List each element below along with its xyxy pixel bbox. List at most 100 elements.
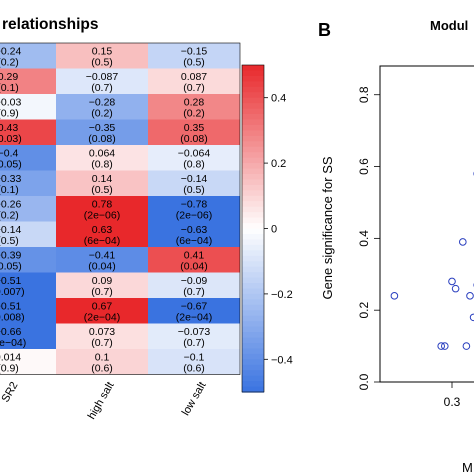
- heatmap-cell: [56, 247, 148, 273]
- heatmap-cell: [56, 196, 148, 222]
- cell-value: −0.087: [86, 71, 119, 83]
- cell-p-value: (0.05): [0, 159, 22, 171]
- cell-value: −0.09: [181, 275, 208, 287]
- heatmap-column-labels: SR2 high salt low salt: [0, 380, 209, 421]
- legend-swatch: [242, 146, 264, 153]
- scatter-points: [390, 171, 474, 350]
- cell-p-value: (6e−04): [176, 235, 212, 247]
- cell-p-value: (0.7): [91, 337, 113, 349]
- cell-value: −0.4: [0, 148, 19, 160]
- legend-swatch: [242, 353, 264, 360]
- color-legend: 0.4 0.2 0 −0.2 −0.4: [241, 64, 293, 393]
- heatmap-cell: [148, 247, 240, 273]
- heatmap-cell: [0, 196, 56, 222]
- cell-p-value: (0.08): [88, 133, 115, 145]
- legend-swatch: [242, 315, 264, 322]
- panel-b-letter: B: [318, 20, 331, 40]
- cell-p-value: (0.8): [91, 159, 113, 171]
- cell-p-value: (0.5): [91, 184, 113, 196]
- panel-a-title: relationships: [2, 16, 98, 33]
- heatmap-cell: [56, 119, 148, 145]
- cell-value: −0.14: [181, 173, 208, 185]
- panel-a: relationships −0.24(0.2)0.15(0.5)−0.15(0…: [0, 16, 293, 421]
- legend-swatch: [242, 239, 264, 246]
- legend-swatch: [242, 65, 264, 72]
- cell-p-value: (0.05): [0, 261, 22, 273]
- legend-swatch: [242, 299, 264, 306]
- legend-swatch: [242, 310, 264, 317]
- legend-swatch: [242, 168, 264, 175]
- legend-swatch: [242, 272, 264, 279]
- legend-swatch: [242, 92, 264, 99]
- legend-swatch: [242, 326, 264, 333]
- heatmap-cell: [148, 323, 240, 349]
- cell-p-value: (0.1): [0, 82, 19, 94]
- cell-p-value: (0.5): [91, 57, 113, 69]
- scatter-point: [462, 342, 471, 350]
- heatmap-cell: [0, 349, 56, 375]
- legend-swatch: [242, 108, 264, 115]
- heatmap-cells: [0, 42, 241, 375]
- heatmap-cell: [148, 221, 240, 247]
- cell-p-value: (0.7): [183, 337, 205, 349]
- cell-p-value: (2e−06): [176, 210, 212, 222]
- cell-p-value: (0.03): [0, 133, 22, 145]
- heatmap-cell: [56, 221, 148, 247]
- legend-swatch: [242, 179, 264, 186]
- cell-value: −0.064: [178, 148, 211, 160]
- legend-swatch: [242, 217, 264, 224]
- legend-swatch: [242, 228, 264, 235]
- cell-p-value: (0.007): [0, 286, 25, 298]
- heatmap-cell: [56, 349, 148, 375]
- heatmap-cell: [0, 94, 56, 120]
- cell-p-value: (0.2): [183, 108, 205, 120]
- legend-swatch: [242, 190, 264, 197]
- legend-swatch: [242, 119, 264, 126]
- cell-value: −0.14: [0, 224, 21, 236]
- legend-tick-label: 0.2: [271, 158, 286, 170]
- cell-value: −0.35: [89, 122, 116, 134]
- panel-b: B Modul Gene significance for SS M 0.00.…: [318, 18, 474, 474]
- cell-value: 0.67: [92, 301, 113, 313]
- cell-p-value: (0.7): [91, 82, 113, 94]
- heatmap-labels: −0.24(0.2)0.15(0.5)−0.15(0.5)0.29(0.1)−0…: [0, 46, 212, 375]
- cell-p-value: (0.5): [183, 184, 205, 196]
- column-label: low salt: [180, 380, 209, 418]
- heatmap-cell: [148, 145, 240, 171]
- heatmap-cell: [0, 68, 56, 94]
- cell-p-value: (0.8): [183, 159, 205, 171]
- legend-swatch: [242, 212, 264, 219]
- cell-p-value: (2e−04): [0, 337, 26, 349]
- cell-value: 0.15: [92, 46, 113, 58]
- legend-swatch: [242, 206, 264, 213]
- legend-swatch: [242, 266, 264, 273]
- heatmap-cell: [148, 119, 240, 145]
- scatter-point: [469, 313, 474, 322]
- legend-swatch: [242, 163, 264, 170]
- legend-swatch: [242, 201, 264, 208]
- legend-swatch: [242, 114, 264, 121]
- cell-value: 0.63: [92, 224, 113, 236]
- cell-value: −0.51: [0, 275, 21, 287]
- cell-p-value: (0.2): [0, 57, 19, 69]
- heatmap-cell: [148, 272, 240, 298]
- legend-swatch: [242, 283, 264, 290]
- legend-swatch: [242, 223, 264, 230]
- heatmap-cell: [148, 68, 240, 94]
- legend-tick-label: −0.4: [271, 354, 293, 366]
- cell-value: 0.064: [89, 148, 115, 160]
- heatmap-cell: [0, 170, 56, 196]
- legend-swatch: [242, 370, 264, 377]
- heatmap-cell: [56, 272, 148, 298]
- cell-p-value: (0.7): [183, 82, 205, 94]
- cell-p-value: (0.7): [183, 286, 205, 298]
- plot-frame: [379, 65, 474, 383]
- heatmap-frame: [0, 42, 241, 375]
- cell-value: 0.43: [0, 122, 18, 134]
- panel-b-title: Modul: [430, 18, 468, 33]
- heatmap-cell: [148, 43, 240, 69]
- cell-value: −0.15: [181, 46, 208, 58]
- heatmap-cell: [0, 145, 56, 171]
- legend-swatch: [242, 359, 264, 366]
- y-tick-label: 0.8: [357, 86, 371, 103]
